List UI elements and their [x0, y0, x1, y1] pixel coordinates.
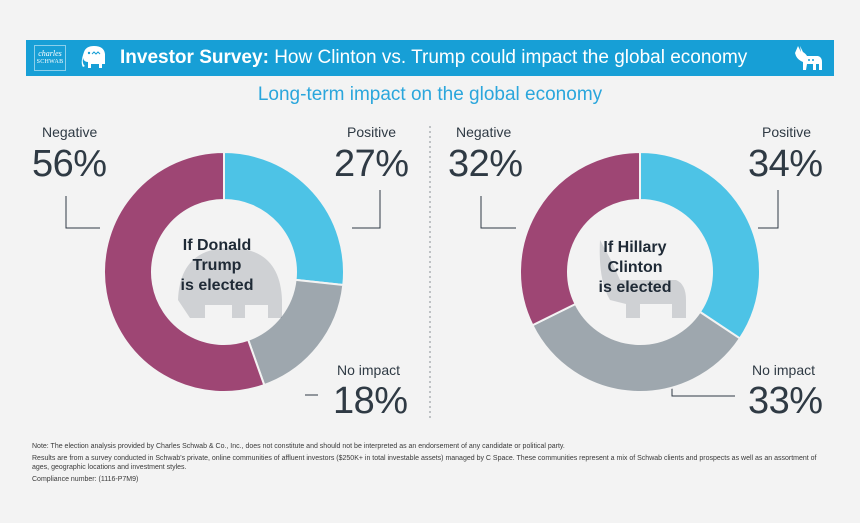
value-noimpact-clinton: 33% [748, 380, 823, 422]
footnote-methodology: Results are from a survey conducted in S… [32, 455, 817, 471]
schwab-logo: charles SCHWAB [34, 45, 66, 71]
donkey-watermark-icon [599, 240, 686, 318]
elephant-watermark-icon [178, 248, 282, 318]
value-positive-clinton: 34% [748, 143, 823, 185]
label-noimpact-clinton: No impact [752, 362, 816, 378]
value-positive-trump: 27% [334, 143, 409, 185]
leader-positive-clinton [758, 190, 779, 229]
value-negative-trump: 56% [32, 143, 107, 185]
banner-title: Investor Survey: How Clinton vs. Trump c… [120, 47, 748, 68]
value-noimpact-trump: 18% [333, 380, 408, 422]
footnotes: Note: The election analysis provided by … [32, 442, 822, 487]
leader-negative-clinton [480, 196, 516, 229]
donkey-icon [795, 46, 822, 70]
chart-subtitle: Long-term impact on the global economy [257, 84, 603, 105]
leader-negative-trump [65, 196, 100, 229]
donut-hole-trump [152, 200, 296, 344]
footnote-disclaimer: Note: The election analysis provided by … [32, 443, 565, 450]
donut-hole-clinton [568, 200, 712, 344]
label-positive-trump: Positive [347, 124, 397, 140]
label-negative-clinton: Negative [456, 124, 512, 140]
label-noimpact-trump: No impact [337, 362, 401, 378]
center-label-trump: If Donald Trump is elected [180, 237, 254, 294]
donut-chart-clinton [519, 150, 761, 393]
center-label-clinton: If Hillary Clinton is elected [598, 239, 672, 296]
leader-positive-trump [352, 190, 381, 229]
label-negative-trump: Negative [42, 124, 98, 140]
header-banner: charles SCHWAB Investor Survey: How Clin… [26, 40, 834, 76]
footnote-compliance: Compliance number: (1116-P7M9) [32, 476, 139, 483]
donut-chart-trump [103, 150, 345, 393]
slice-negative-clinton [519, 150, 641, 327]
value-negative-clinton: 32% [448, 143, 523, 185]
elephant-icon [81, 46, 105, 68]
label-positive-clinton: Positive [762, 124, 812, 140]
